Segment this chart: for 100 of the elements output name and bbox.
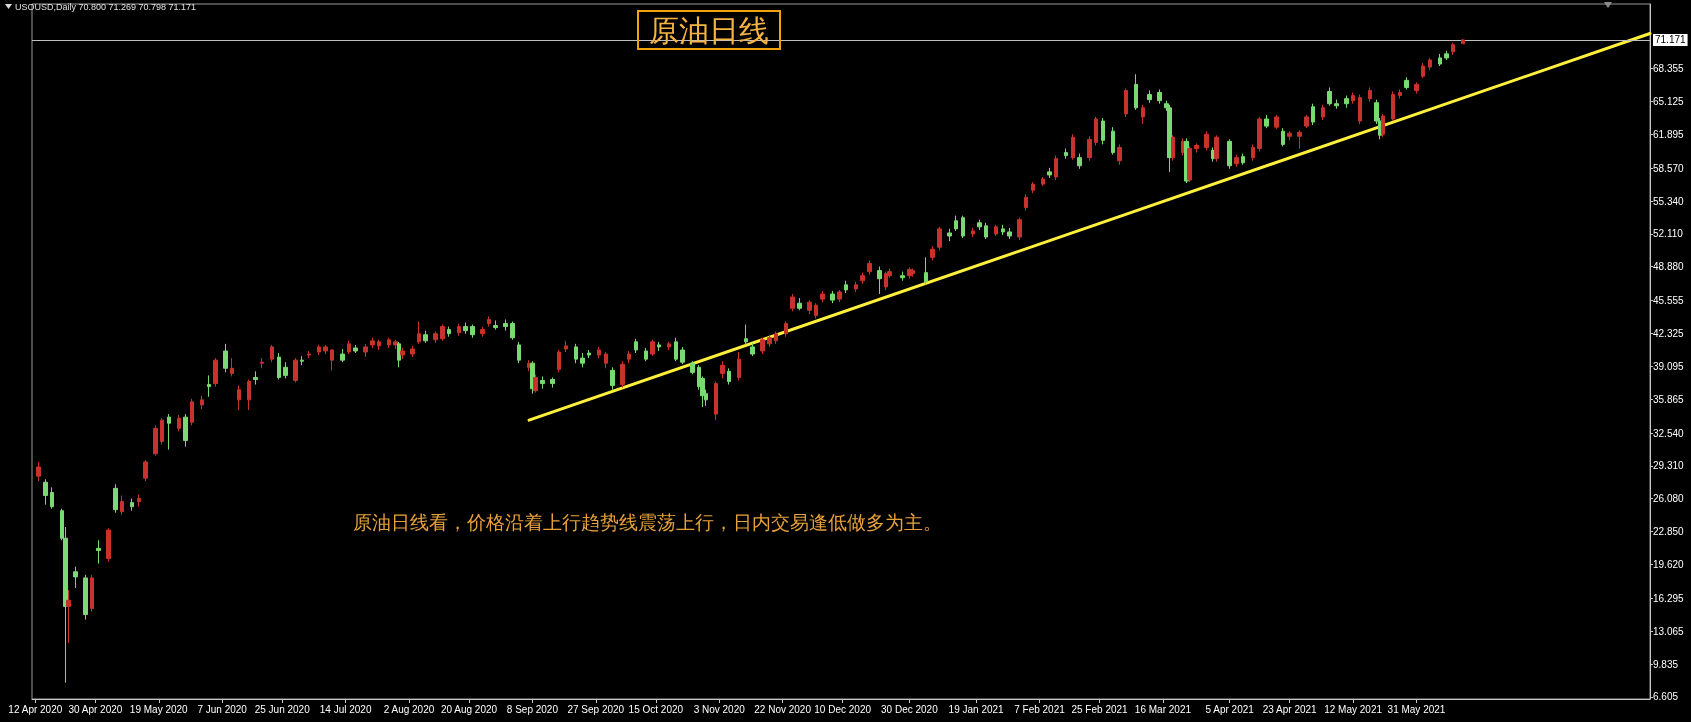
candlestick — [674, 337, 678, 362]
candlestick — [1438, 53, 1442, 67]
candlestick — [1287, 130, 1292, 141]
candlestick — [73, 566, 78, 589]
candlestick — [1381, 113, 1385, 138]
candlestick — [947, 228, 952, 242]
candlestick — [270, 344, 274, 363]
y-tick-label: 19.620 — [1653, 558, 1685, 570]
candlestick — [1024, 193, 1028, 212]
candlestick — [237, 385, 241, 411]
candlestick — [340, 348, 345, 363]
x-tick-label: 20 Aug 2020 — [440, 703, 498, 715]
x-tick-label: 8 Sep 2020 — [506, 703, 559, 715]
candlestick — [517, 341, 521, 364]
candlestick — [533, 373, 538, 394]
candlestick — [620, 360, 625, 389]
candlestick — [223, 343, 228, 373]
candlestick — [1017, 217, 1022, 241]
candlestick — [837, 289, 842, 303]
candlestick — [330, 348, 334, 371]
candlestick — [1311, 103, 1315, 126]
candlestick — [1171, 134, 1175, 162]
candlestick — [1194, 142, 1199, 154]
candlestick — [860, 272, 865, 285]
candlestick — [283, 361, 288, 379]
candlestick — [1087, 135, 1092, 162]
y-tick-label: 45.555 — [1653, 295, 1685, 307]
candlestick — [447, 326, 451, 338]
candlestick — [463, 322, 468, 335]
candlestick — [867, 259, 872, 276]
x-tick-label: 10 Dec 2020 — [814, 703, 872, 715]
candlestick — [807, 299, 812, 315]
candlestick — [397, 341, 401, 368]
candlestick — [574, 343, 578, 364]
candlestick — [1157, 88, 1162, 105]
candlestick — [1167, 104, 1172, 173]
y-tick-label: 9.835 — [1653, 658, 1679, 670]
candlestick — [1241, 153, 1245, 166]
candlestick — [153, 424, 158, 457]
candlestick — [1334, 99, 1339, 110]
chart-title: 原油日线 — [649, 12, 769, 48]
candlestick — [750, 342, 755, 357]
candlestick — [137, 493, 141, 508]
candlestick — [400, 347, 405, 360]
candlestick — [120, 494, 124, 516]
candlestick — [1117, 143, 1122, 166]
candlestick — [1007, 227, 1012, 240]
candlestick — [527, 359, 531, 372]
candlestick — [90, 574, 94, 612]
y-tick-label: 35.865 — [1653, 393, 1685, 405]
candlestick — [1214, 134, 1219, 163]
candlestick — [797, 297, 802, 311]
candlestick — [767, 334, 772, 348]
candlestick — [930, 245, 935, 261]
candlestick — [96, 539, 101, 565]
candlestick — [667, 341, 671, 351]
y-tick-label: 32.540 — [1653, 427, 1685, 439]
candlestick — [253, 370, 258, 386]
candlestick — [493, 319, 498, 331]
candlestick — [177, 414, 181, 432]
y-tick-label: 48.880 — [1653, 261, 1685, 273]
x-tick-label: 30 Dec 2020 — [881, 703, 939, 715]
x-tick-label: 22 Nov 2020 — [754, 703, 812, 715]
candlestick — [1444, 50, 1449, 61]
candlestick — [540, 375, 545, 390]
x-tick-label: 25 Jun 2020 — [254, 703, 311, 715]
candlestick — [1428, 57, 1432, 71]
candlestick — [503, 318, 508, 332]
candlestick — [580, 352, 585, 368]
candlestick — [1398, 88, 1402, 100]
candlestick — [230, 357, 234, 377]
y-tick-label: 52.110 — [1653, 228, 1684, 240]
y-tick-label: 6.605 — [1653, 691, 1679, 703]
candlestick — [597, 346, 601, 359]
candlestick — [130, 498, 134, 512]
y-tick-label: 61.895 — [1653, 128, 1685, 140]
x-tick-label: 23 Apr 2021 — [1262, 703, 1318, 715]
candlestick — [1358, 94, 1362, 125]
y-tick-label: 55.340 — [1653, 195, 1685, 207]
candlestick — [1368, 86, 1372, 103]
candlestick — [113, 483, 118, 514]
candlestick — [143, 459, 148, 482]
candlestick — [260, 357, 264, 369]
candlestick — [300, 355, 304, 366]
y-tick-label: 13.065 — [1653, 625, 1685, 637]
candlestick — [610, 366, 615, 391]
candlestick — [650, 339, 655, 357]
candlestick — [1321, 104, 1325, 121]
candlestick — [744, 324, 748, 346]
x-tick-label: 19 Jan 2021 — [948, 703, 1005, 715]
candlestick — [634, 338, 638, 354]
candlestick — [1414, 81, 1419, 95]
ref-line-label: 71.171 — [1655, 34, 1687, 46]
candlestick — [457, 323, 461, 337]
candlestick — [564, 340, 568, 353]
candlestick — [1064, 147, 1068, 160]
candlestick — [106, 527, 111, 563]
candlestick — [737, 351, 741, 381]
x-tick-label: 3 Nov 2020 — [693, 703, 746, 715]
candlestick — [790, 293, 795, 312]
